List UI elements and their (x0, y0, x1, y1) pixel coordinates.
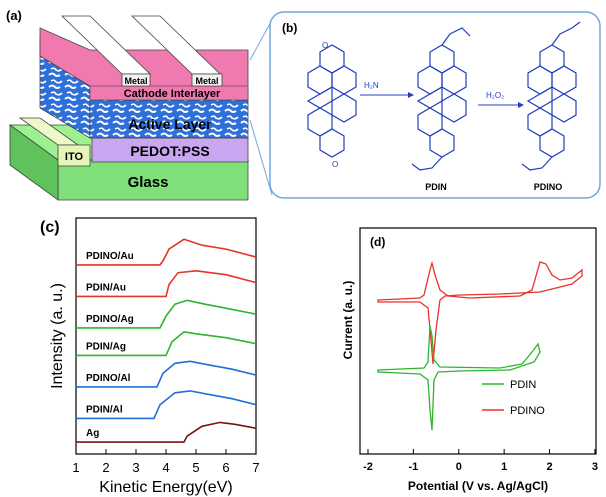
reagent-1-label: H₂N (364, 81, 379, 90)
molecule-pdin (411, 27, 471, 171)
panel-c-series-line (76, 238, 257, 266)
panel-c-x-tick: 1 (72, 460, 79, 475)
panel-d-x-tick: -1 (408, 461, 418, 473)
pdin-cv-curve (377, 325, 541, 431)
panel-c-x-tick: 6 (222, 460, 229, 475)
legend-label-pdin: PDIN (510, 379, 536, 391)
panel-d-legend: PDIN PDINO (482, 379, 545, 417)
panel-d-x-tick: 0 (456, 461, 462, 473)
panel-d-frame (359, 227, 597, 455)
panel-c-series-line (76, 390, 257, 420)
panel-c-x-tick: 7 (252, 460, 259, 475)
glass-label: Glass (128, 174, 169, 191)
glass-layer-side (9, 124, 59, 201)
pdino-cv-curve (377, 260, 583, 365)
panel-c-series-label: PDINO/Au (86, 251, 134, 262)
panel-c-series-line (76, 360, 257, 388)
panel-b: (b) O O H₂N PDIN (269, 11, 601, 199)
panel-d-x-tick: -2 (363, 461, 373, 473)
panel-d-y-label: Current (a. u.) (341, 281, 355, 360)
panel-d-x-tick: 3 (592, 461, 598, 473)
panel-c-series-label: PDIN/Au (86, 282, 126, 293)
panel-c-series-label: PDIN/Al (86, 404, 123, 415)
panel-c-y-label: Intensity (a. u.) (49, 283, 66, 389)
panel-d: (d) -2 -1 0 1 2 3 PDIN PDINO Potential (V vs.… (341, 227, 598, 493)
ito-front (57, 144, 91, 167)
legend-label-pdino: PDINO (510, 405, 545, 417)
panel-c-series-line (76, 269, 257, 298)
panel-d-x-label: Potential (V vs. Ag/AgCl) (408, 479, 548, 493)
ito-label: ITO (65, 151, 84, 163)
panel-c-label: (c) (40, 219, 60, 236)
molecule-pdino (521, 21, 581, 171)
cathode-interlayer-label: Cathode Interlayer (124, 88, 221, 100)
molecule-ptcda: O O (306, 41, 357, 169)
metal-left-front (121, 73, 151, 87)
panel-c: (c) 1 2 3 4 5 6 7 PDINO/Au PDIN/Au PDINO/Ag PDIN/… (40, 217, 260, 496)
reagent-2-label: H₂O₂ (486, 91, 504, 100)
panel-a: (a) Glass ITO PEDOT:PSS Active Layer Cat… (6, 8, 273, 201)
product-1-label: PDIN (425, 182, 447, 192)
panel-d-x-ticks: -2 -1 0 1 2 3 (363, 449, 598, 473)
panel-d-x-tick: 2 (546, 461, 552, 473)
panel-c-series-line (76, 330, 257, 357)
panel-c-series-label: PDINO/Al (86, 373, 131, 384)
pedot-label: PEDOT:PSS (130, 143, 209, 159)
metal-left-label: Metal (124, 76, 147, 86)
panel-a-label: (a) (6, 8, 22, 23)
panel-c-x-tick: 4 (162, 460, 169, 475)
svg-text:O: O (322, 41, 328, 50)
panel-c-series-label: PDINO/Ag (86, 314, 134, 325)
panel-c-series-labels: PDINO/Au PDIN/Au PDINO/Ag PDIN/Ag PDINO/Al PD… (86, 251, 134, 439)
panel-c-x-ticks: 1 2 3 4 5 6 7 (72, 449, 260, 475)
panel-c-series-label: PDIN/Ag (86, 341, 126, 352)
metal-right-front (191, 73, 223, 87)
panel-c-series-label: Ag (86, 428, 99, 439)
panel-b-label: (b) (282, 21, 297, 35)
panel-c-x-label: Kinetic Energy(eV) (99, 479, 232, 496)
panel-c-x-tick: 5 (192, 460, 199, 475)
panel-d-label: (d) (370, 235, 385, 249)
panel-c-x-tick: 2 (102, 460, 109, 475)
panel-c-series (76, 238, 257, 443)
panel-c-series-line (76, 421, 257, 443)
panel-d-x-tick: 1 (501, 461, 507, 473)
panel-c-x-tick: 3 (132, 460, 139, 475)
metal-right-label: Metal (195, 76, 218, 86)
active-layer-label: Active Layer (128, 116, 212, 132)
product-2-label: PDINO (534, 182, 563, 192)
svg-text:O: O (332, 160, 338, 169)
panel-c-series-line (76, 299, 257, 329)
